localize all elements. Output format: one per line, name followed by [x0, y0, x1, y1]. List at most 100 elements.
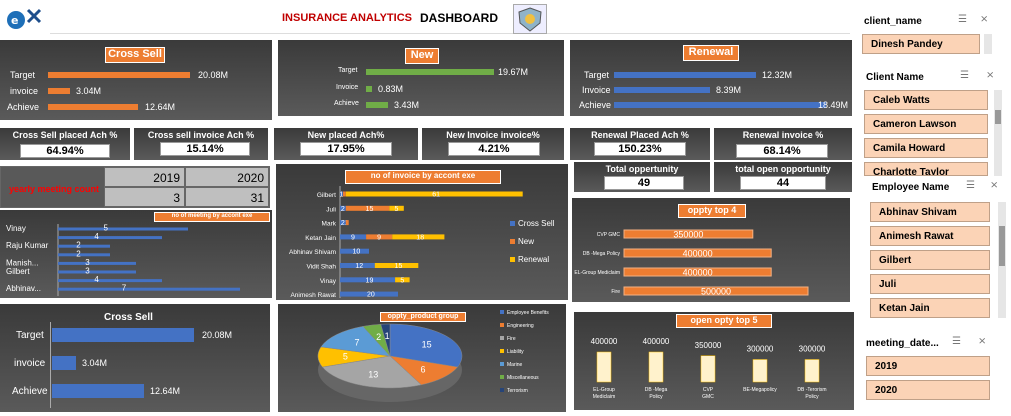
- bar: [623, 229, 754, 239]
- column: [596, 351, 612, 383]
- cs-row-value: 20.08M: [198, 70, 229, 80]
- data-label: 500000: [701, 287, 731, 297]
- slicer-item[interactable]: 2020: [866, 380, 990, 400]
- legend-swatch: [510, 257, 515, 262]
- bar: [340, 234, 367, 240]
- category-label: EL-Group: [593, 387, 615, 393]
- invoice-chart-svg: Gilbert 1 61 Juli 2 15 5 Mark 21 Ketan Jain 9 9 18 Ab…: [289, 186, 555, 299]
- multi-select-icon[interactable]: ☰: [960, 70, 969, 81]
- slicer-item[interactable]: Abhinav Shivam: [870, 202, 990, 222]
- bar: [345, 191, 523, 197]
- clear-filter-icon[interactable]: ⨯: [980, 14, 989, 25]
- legend-label: Liability: [507, 349, 524, 355]
- kpi-value: 44: [740, 176, 826, 190]
- pie-chart-title: oppty_product group: [380, 312, 466, 322]
- slicer-item[interactable]: Gilbert: [870, 250, 990, 270]
- slicer-item[interactable]: Ketan Jain: [870, 298, 990, 318]
- kpi-title: New placed Ach%: [307, 130, 385, 140]
- new-target-bar: [366, 69, 494, 75]
- ren-row-label: Invoice: [582, 85, 611, 95]
- legend-label: New: [518, 237, 534, 246]
- cs-invoice-bar: [48, 88, 70, 94]
- data-label: 1: [339, 192, 343, 199]
- bar: [58, 236, 162, 240]
- bar: [58, 253, 110, 257]
- category-label: Vinay: [6, 224, 26, 233]
- scrollbar[interactable]: [998, 202, 1006, 318]
- slicer-item[interactable]: Charlotte Taylor: [864, 162, 988, 176]
- category-label: Mark: [322, 221, 337, 228]
- slicer-item[interactable]: Caleb Watts: [864, 90, 988, 110]
- legend-swatch: [500, 323, 504, 327]
- scrollbar[interactable]: [994, 90, 1002, 176]
- data-label: 2: [76, 249, 81, 258]
- kpi-title: Renewal invoice %: [742, 130, 824, 140]
- data-label: 9: [377, 234, 381, 241]
- logo-icon: e: [7, 8, 42, 29]
- legend-swatch: [500, 336, 504, 340]
- data-label: 4: [94, 275, 99, 284]
- slicer-item[interactable]: 2019: [866, 356, 990, 376]
- data-label: 2: [76, 241, 81, 250]
- category-label: EL-Group Mediclaim: [574, 270, 620, 276]
- category-label: Mediclaim: [593, 394, 616, 400]
- slicer-item[interactable]: Camila Howard: [864, 138, 988, 158]
- legend-label: Miscellaneous: [507, 375, 539, 381]
- data-label: 4: [94, 232, 99, 241]
- data-label: 400000: [683, 268, 713, 278]
- new-row-value: 0.83M: [378, 84, 404, 94]
- ren-row-value: 8.39M: [716, 85, 742, 95]
- renewal-title: Renewal: [683, 45, 739, 61]
- shield-icon: [513, 4, 547, 34]
- kpi-title: Cross sell invoice Ach %: [147, 130, 255, 140]
- data-label: 9: [351, 234, 355, 241]
- legend-label: Marine: [507, 362, 523, 368]
- bar: [340, 248, 369, 254]
- scrollbar[interactable]: [984, 34, 992, 54]
- slicer-item[interactable]: Cameron Lawson: [864, 114, 988, 134]
- slicer-title: client_name: [864, 16, 922, 27]
- csb-achieve-bar: [52, 384, 144, 398]
- bar: [345, 220, 349, 226]
- csb-row-label: invoice: [14, 358, 46, 369]
- open-opportunity-box: total open opportunity 44: [714, 162, 852, 192]
- column: [752, 359, 768, 383]
- bar: [340, 291, 398, 297]
- new-achieve-bar: [366, 102, 388, 108]
- yearly-label-cell: yearly meeting count: [1, 167, 104, 207]
- data-label: 7: [122, 284, 127, 293]
- new-panel: New Target 19.67M Invoice 0.83M Achieve …: [278, 40, 564, 116]
- category-label: Manish...: [6, 258, 38, 267]
- data-label: 400000: [643, 337, 670, 346]
- header-title: INSURANCE ANALYTICS: [282, 12, 412, 24]
- multi-select-icon[interactable]: ☰: [958, 14, 967, 25]
- multi-select-icon[interactable]: ☰: [966, 180, 975, 191]
- slicer-item[interactable]: Animesh Rawat: [870, 226, 990, 246]
- pie-slice: [380, 323, 391, 357]
- slicer-item[interactable]: Dinesh Pandey: [862, 34, 980, 54]
- pie-slice: [321, 355, 422, 389]
- kpi-box: New placed Ach% 17.95%: [274, 128, 418, 160]
- count-cell: 3: [104, 187, 185, 207]
- cross-sell-bottom-title: Cross Sell: [104, 312, 153, 323]
- category-label: Abhinav Shivam: [289, 249, 336, 256]
- data-label: 5: [400, 277, 404, 284]
- clear-filter-icon[interactable]: ⨯: [978, 336, 987, 347]
- pie-chart-panel: oppty_product group 15 6 13 5 7 2 1 Employee Be…: [278, 304, 566, 412]
- svg-text:e: e: [11, 14, 18, 27]
- bar: [389, 205, 404, 211]
- slicer-item[interactable]: Juli: [870, 274, 990, 294]
- category-label: CVP: [703, 387, 714, 393]
- clear-filter-icon[interactable]: ⨯: [990, 180, 999, 191]
- yearly-meeting-table: yearly meeting count 2019 2020 3 31: [0, 166, 270, 208]
- csb-invoice-bar: [52, 356, 76, 370]
- cs-bottom-line: [50, 322, 51, 408]
- multi-select-icon[interactable]: ☰: [952, 336, 961, 347]
- year-cell: 2020: [185, 167, 269, 187]
- clear-filter-icon[interactable]: ⨯: [986, 70, 995, 81]
- kpi-value: 15.14%: [160, 142, 250, 156]
- category-label: Policy: [649, 394, 663, 400]
- slicer-client-name: client_name ☰ ⨯ Dinesh Pandey: [862, 12, 1011, 62]
- kpi-value: 4.21%: [448, 142, 540, 156]
